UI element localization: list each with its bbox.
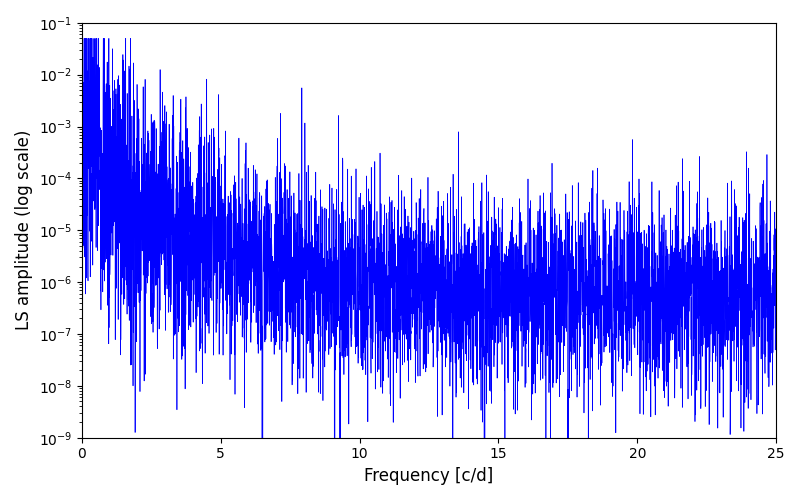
Y-axis label: LS amplitude (log scale): LS amplitude (log scale) xyxy=(15,130,33,330)
X-axis label: Frequency [c/d]: Frequency [c/d] xyxy=(364,467,494,485)
